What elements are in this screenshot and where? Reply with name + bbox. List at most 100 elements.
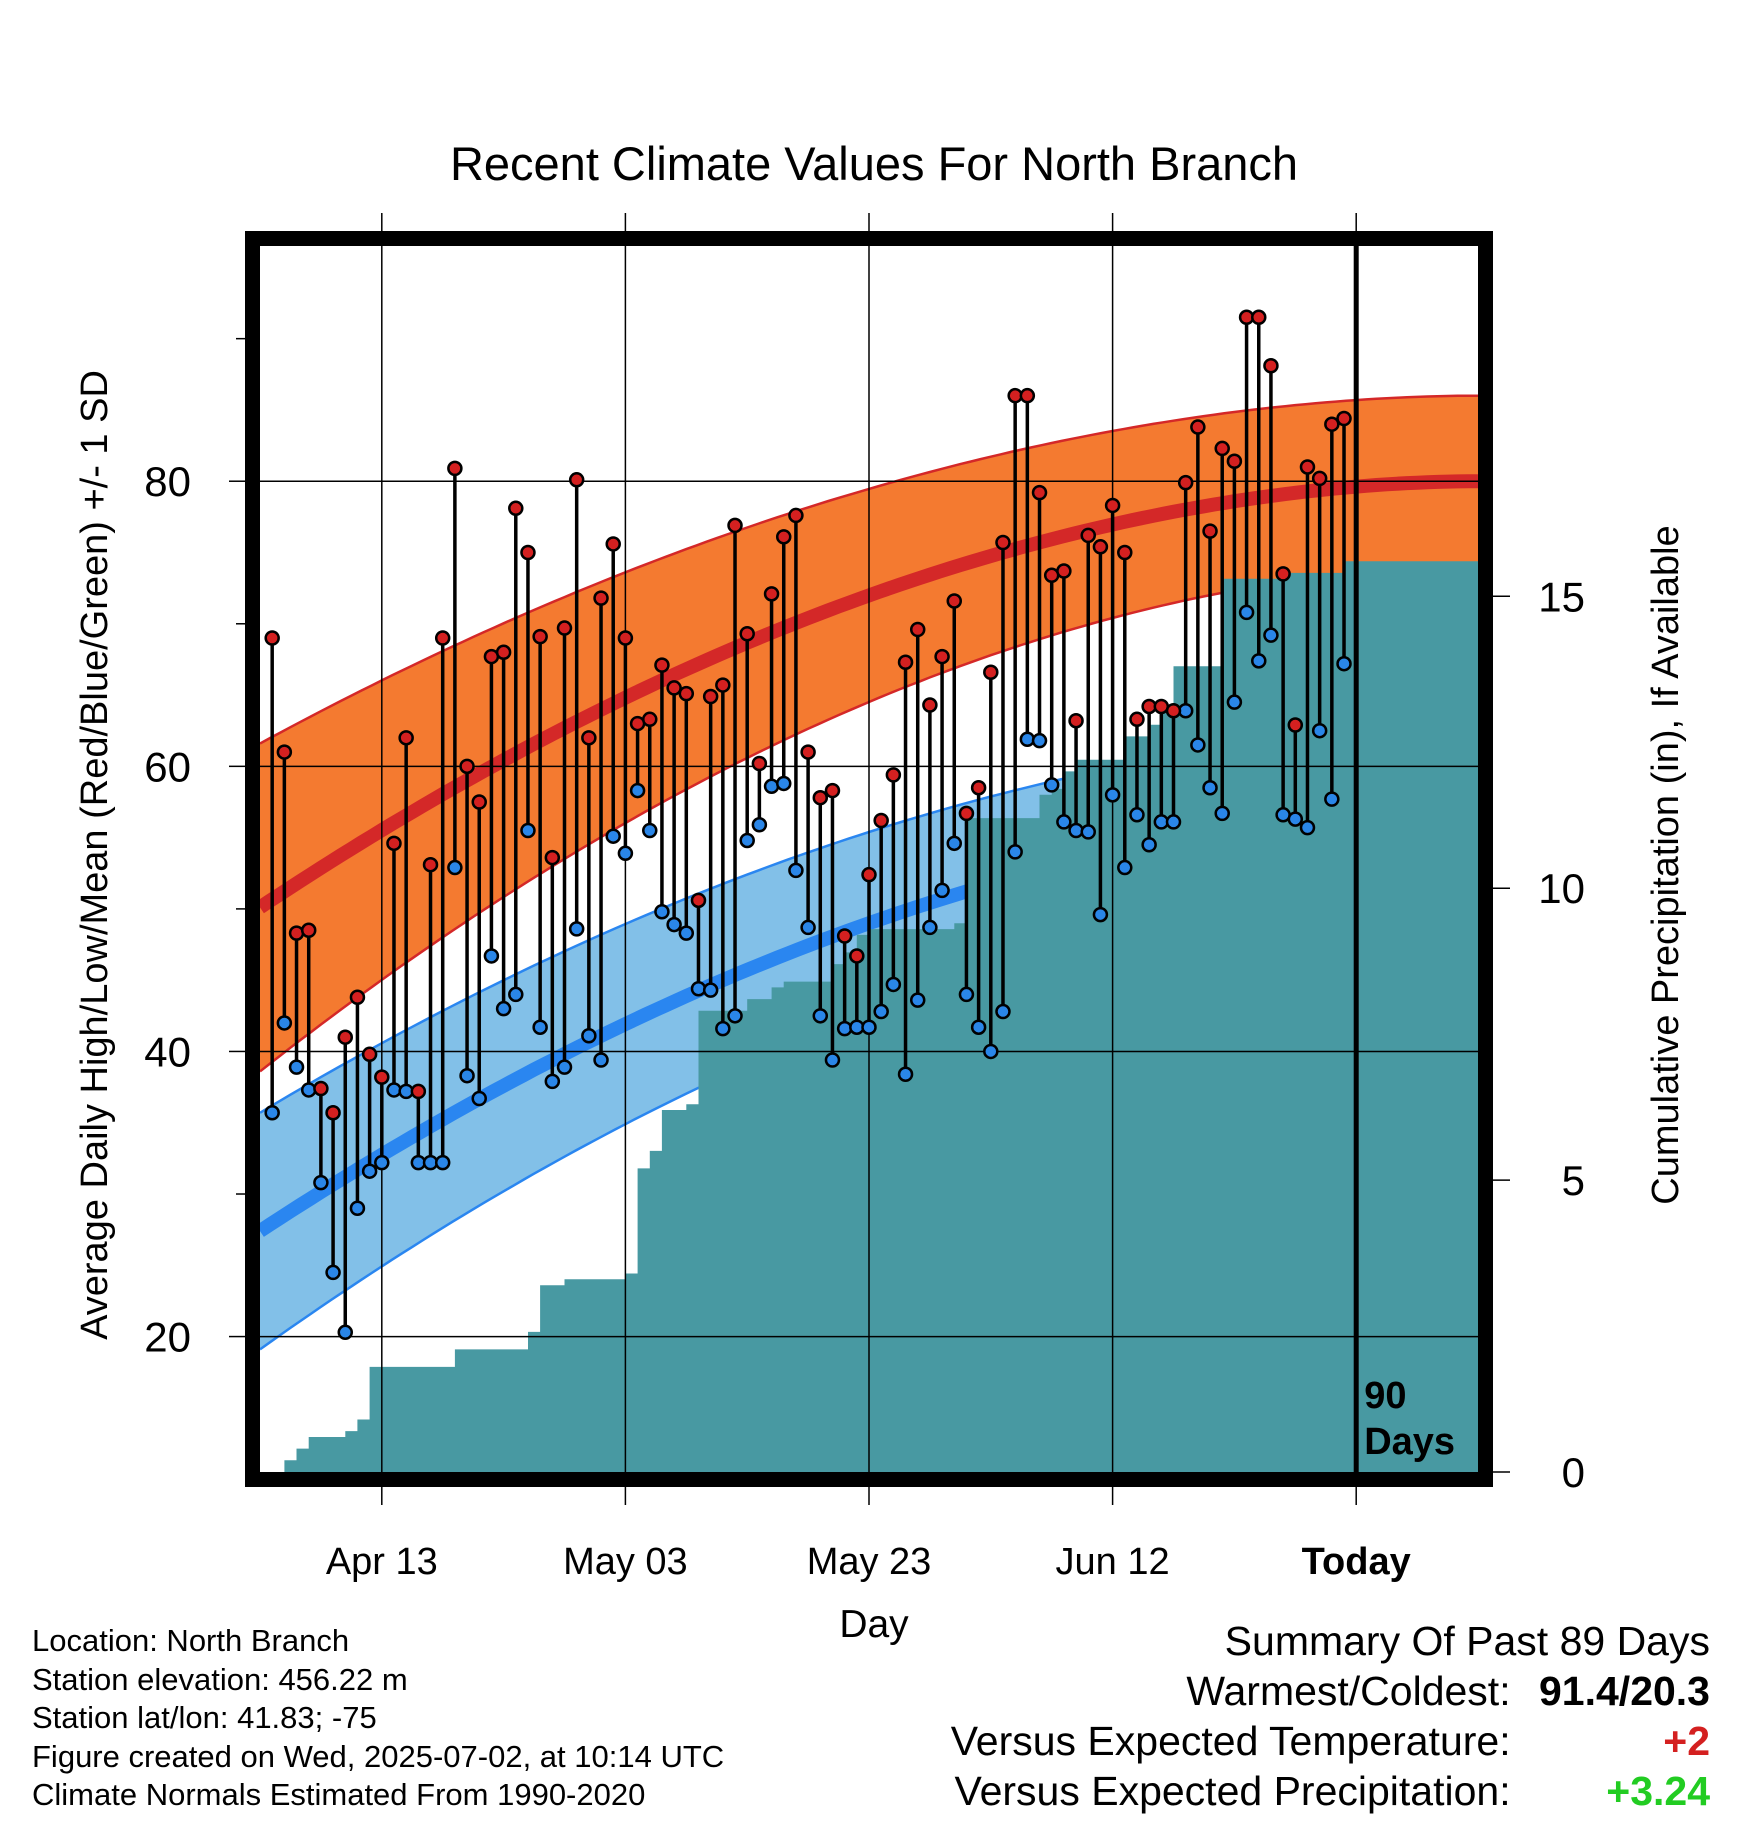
daily-low-point	[788, 862, 804, 879]
daily-high-point	[958, 805, 975, 822]
daily-high-point	[946, 593, 963, 609]
daily-high-point	[995, 534, 1011, 551]
daily-low-point	[459, 1067, 475, 1084]
summary-panel: Summary Of Past 89 Days Warmest/Coldest:…	[951, 1616, 1710, 1816]
daily-high-point	[568, 472, 585, 488]
daily-low-point	[702, 982, 719, 998]
warmest-value: 91.4/20.3	[1539, 1668, 1710, 1714]
daily-high-point	[702, 688, 719, 705]
daily-low-point	[654, 903, 670, 920]
x-tick-label: May 03	[563, 1541, 688, 1583]
daily-high-point	[556, 620, 573, 636]
daily-high-point	[934, 648, 950, 665]
daily-low-point	[520, 822, 536, 839]
daily-high-point	[1056, 563, 1072, 579]
daily-high-point	[361, 1046, 378, 1063]
daily-low-point	[970, 1019, 987, 1035]
precip-label: Versus Expected Precipitation:	[954, 1768, 1511, 1814]
daily-high-point	[1068, 712, 1084, 729]
daily-high-point	[922, 697, 938, 713]
x-tick-label: Apr 13	[326, 1541, 438, 1583]
x-tick-label: Jun 12	[1056, 1541, 1170, 1583]
x-axis-label: Day	[839, 1603, 909, 1646]
temp-row: Versus Expected Temperature: +2	[951, 1716, 1710, 1766]
daily-high-point	[1311, 470, 1328, 487]
daily-high-point	[885, 767, 902, 783]
normal-high-band	[260, 395, 1478, 1072]
daily-low-point	[447, 859, 463, 876]
daily-low-point	[897, 1066, 914, 1083]
daily-high-point	[1177, 474, 1194, 491]
daily-high-point	[1202, 523, 1218, 539]
daily-low-point	[909, 992, 926, 1008]
daily-high-point	[849, 948, 865, 964]
daily-high-point	[836, 928, 853, 944]
daily-low-point	[1031, 732, 1048, 749]
y2-tick-label: 15	[1538, 573, 1585, 620]
daily-high-point	[300, 922, 317, 939]
daily-high-point	[495, 644, 512, 661]
daily-high-point	[751, 755, 768, 772]
daily-low-point	[824, 1052, 841, 1068]
daily-high-point	[508, 500, 524, 517]
daily-low-point	[471, 1090, 487, 1107]
daily-high-point	[715, 677, 731, 693]
daily-high-point	[739, 626, 755, 642]
daily-high-point	[1299, 459, 1316, 475]
warmest-row: Warmest/Coldest: 91.4/20.3	[951, 1666, 1710, 1716]
daily-low-point	[885, 976, 902, 993]
daily-low-point	[1104, 787, 1121, 803]
latlon-text: Station lat/lon: 41.83; -75	[32, 1700, 377, 1735]
daily-high-point	[1287, 717, 1304, 733]
daily-low-point	[1129, 807, 1145, 823]
location-text: Location: North Branch	[32, 1623, 350, 1658]
temp-value: +2	[1663, 1718, 1710, 1764]
daily-low-point	[374, 1154, 390, 1171]
daily-high-point	[1165, 702, 1182, 719]
daily-low-point	[1056, 814, 1072, 830]
daily-low-point	[1092, 906, 1109, 923]
daily-high-point	[763, 586, 780, 602]
daily-high-point	[1214, 440, 1230, 457]
daily-low-point	[313, 1174, 329, 1191]
daily-high-point	[727, 517, 743, 534]
daily-low-point	[690, 980, 707, 997]
daily-low-point	[1141, 836, 1157, 853]
daily-low-point	[1068, 822, 1084, 839]
daily-high-point	[775, 529, 792, 545]
daily-low-point	[727, 1008, 743, 1024]
y2-axis-label: Cumulative Precipitation (in), If Availa…	[1645, 525, 1687, 1204]
x-tick-label: Today	[1302, 1541, 1411, 1583]
daily-low-point	[873, 1003, 889, 1020]
y-axis-label: Average Daily High/Low/Mean (Red/Blue/Gr…	[74, 370, 116, 1340]
daily-low-point	[666, 916, 682, 933]
x-tick-label: May 23	[807, 1541, 932, 1583]
daily-low-point	[775, 775, 792, 792]
daily-high-point	[447, 460, 463, 477]
daily-high-point	[605, 536, 621, 552]
daily-low-point	[715, 1020, 731, 1037]
daily-low-point	[800, 919, 816, 936]
created-text: Figure created on Wed, 2025-07-02, at 10…	[32, 1738, 725, 1774]
elevation-text: Station elevation: 456.22 m	[32, 1661, 408, 1697]
y-tick-label: 80	[144, 458, 191, 505]
precip-area	[272, 561, 1478, 1472]
y-tick-label: 60	[144, 743, 191, 790]
daily-low-point	[483, 948, 500, 964]
daily-low-point	[361, 1163, 378, 1179]
daily-low-point	[581, 1028, 597, 1044]
daily-high-point	[1226, 453, 1243, 470]
station-info: Location: North Branch Station elevation…	[32, 1622, 724, 1815]
y2-tick-label: 0	[1562, 1449, 1585, 1496]
daily-high-point	[666, 680, 682, 696]
summary-title: Summary Of Past 89 Days	[1224, 1618, 1710, 1664]
daily-low-point	[544, 1073, 561, 1090]
today-label-line1: 90	[1364, 1375, 1406, 1417]
daily-low-point	[337, 1324, 354, 1341]
daily-low-point	[946, 835, 963, 852]
daily-high-point	[1092, 539, 1109, 555]
daily-low-point	[739, 832, 755, 849]
daily-high-point	[1336, 410, 1352, 427]
daily-high-point	[1324, 416, 1340, 432]
